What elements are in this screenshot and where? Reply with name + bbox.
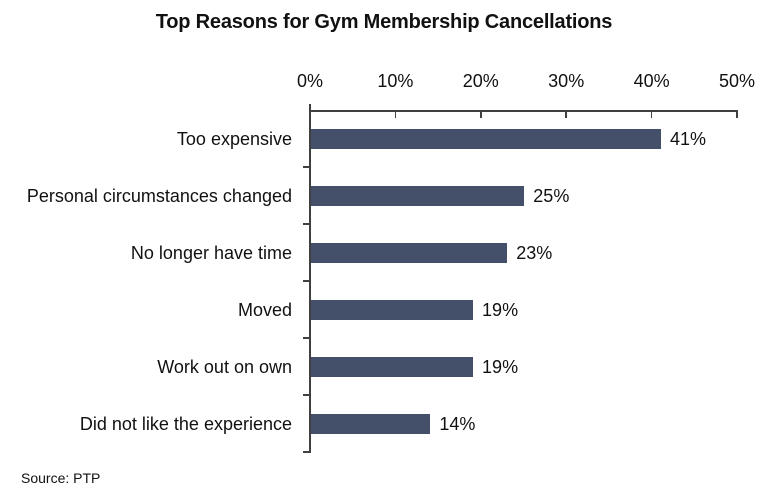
- bar: [310, 413, 431, 434]
- category-label: Did not like the experience: [79, 413, 292, 434]
- category-label: Personal circumstances changed: [26, 185, 292, 206]
- category-label: Moved: [237, 299, 292, 320]
- x-tick-label: 30%: [548, 71, 585, 91]
- bar-value-label: 14%: [439, 413, 476, 434]
- x-axis-tick: [394, 110, 397, 118]
- x-axis-tick: [736, 110, 738, 118]
- bar-value-label: 19%: [482, 299, 519, 320]
- bar: [310, 185, 525, 206]
- category-label: No longer have time: [130, 242, 292, 263]
- x-axis-line: [310, 110, 738, 112]
- bar-value-label: 19%: [482, 356, 519, 377]
- bar: [310, 299, 474, 320]
- y-axis-tick: [303, 280, 310, 282]
- y-axis-tick: [303, 394, 310, 396]
- source-note: Source: PTP: [21, 470, 101, 486]
- category-label: Too expensive: [176, 128, 292, 149]
- y-axis-tick: [303, 166, 310, 168]
- x-tick-label: 40%: [633, 71, 670, 91]
- bar: [310, 242, 508, 263]
- y-axis-tick: [303, 451, 310, 453]
- bar-value-label: 41%: [669, 128, 706, 149]
- y-axis-tick: [303, 337, 310, 339]
- category-label: Work out on own: [157, 356, 292, 377]
- x-axis-tick: [480, 110, 482, 118]
- bar: [310, 356, 474, 377]
- y-axis-tick: [303, 223, 310, 225]
- chart-title: Top Reasons for Gym Membership Cancellat…: [155, 11, 613, 33]
- bar-value-label: 23%: [516, 242, 553, 263]
- x-tick-label: 50%: [718, 71, 756, 91]
- x-axis-tick: [565, 110, 567, 118]
- bar: [310, 128, 661, 149]
- x-tick-label: 10%: [377, 71, 414, 91]
- x-axis-tick: [650, 110, 653, 118]
- bar-value-label: 25%: [533, 185, 570, 206]
- y-axis-line: [309, 110, 311, 453]
- x-tick-label: 0%: [296, 71, 324, 91]
- x-tick-label: 20%: [462, 71, 499, 91]
